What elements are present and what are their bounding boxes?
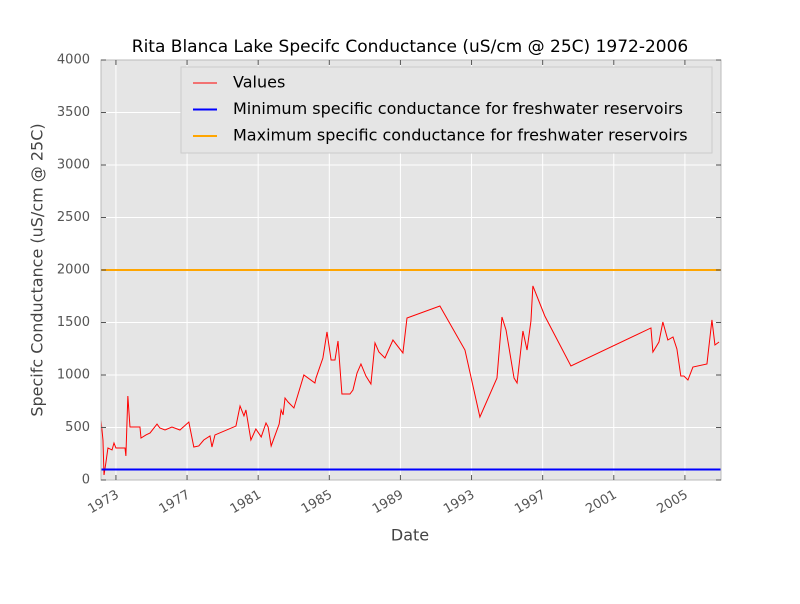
legend-label: Minimum specific conductance for freshwa…: [233, 99, 683, 118]
x-tick-label: 1985: [299, 488, 335, 518]
chart-title: Rita Blanca Lake Specifc Conductance (uS…: [132, 37, 688, 57]
x-tick-label: 1997: [512, 488, 548, 518]
x-tick-label: 1977: [157, 488, 193, 518]
x-tick-label: 1973: [86, 488, 122, 518]
legend-label: Values: [233, 73, 285, 92]
x-tick-label: 1993: [441, 488, 477, 518]
y-tick-label: 1000: [57, 368, 90, 383]
data-line: [100, 195, 720, 476]
legend: Values Minimum specific conductance for f…: [180, 66, 713, 154]
y-tick-label: 0: [82, 473, 90, 488]
legend-label: Maximum specific conductance for freshwa…: [233, 126, 688, 145]
x-tick-label: 1981: [228, 488, 264, 518]
x-tick-label: 1989: [370, 488, 406, 518]
y-tick-label: 1500: [57, 315, 90, 330]
y-tick-label: 2000: [57, 263, 90, 278]
y-axis-label: Specifc Conductance (uS/cm @ 25C): [28, 123, 47, 416]
y-tick-label: 3500: [57, 105, 90, 120]
y-tick-label: 4000: [57, 53, 90, 68]
x-tick-label: 2005: [654, 488, 690, 518]
x-axis-label: Date: [391, 526, 429, 545]
y-tick-label: 3000: [57, 158, 90, 173]
y-tick-label: 500: [65, 420, 90, 435]
legend-box: [180, 66, 713, 154]
x-tick-label: 2001: [583, 488, 619, 518]
y-tick-label: 2500: [57, 210, 90, 225]
